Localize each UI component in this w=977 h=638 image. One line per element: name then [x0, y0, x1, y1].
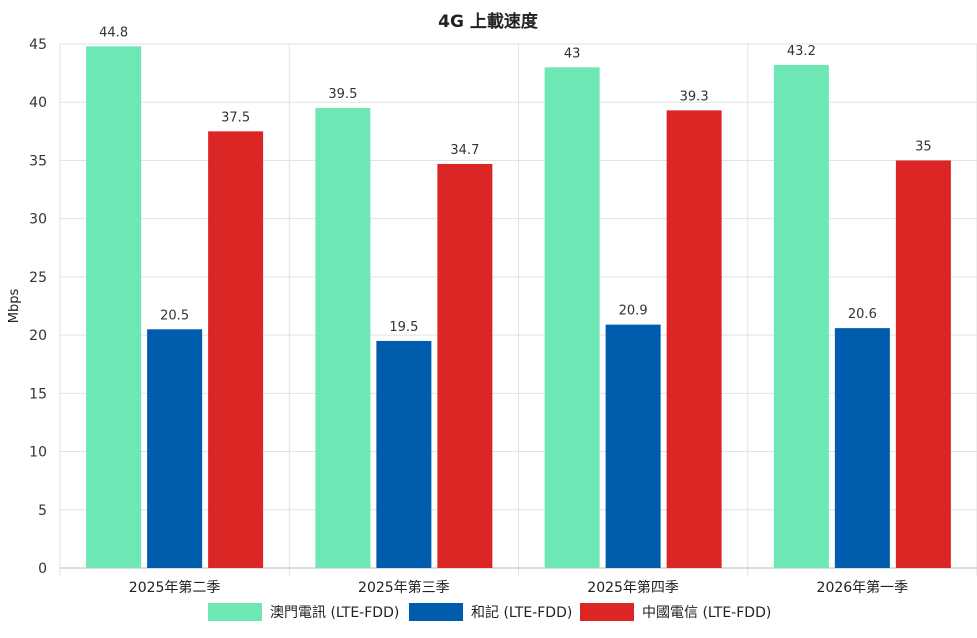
- data-label: 43.2: [787, 44, 816, 59]
- y-tick-label: 20: [29, 328, 47, 344]
- y-tick-label: 15: [29, 386, 47, 402]
- y-axis-ticks: 0 5 10 15 20 25 30 35 40 45: [29, 37, 47, 577]
- bar: [773, 64, 829, 569]
- y-tick-label: 45: [29, 37, 47, 53]
- x-axis-ticks: 2025年第二季 2025年第三季 2025年第四季 2026年第一季: [129, 579, 908, 596]
- y-tick-label: 10: [29, 445, 47, 461]
- data-label: 35: [915, 139, 932, 154]
- y-tick-label: 30: [29, 212, 47, 228]
- bar: [437, 163, 493, 568]
- y-axis-label: Mbps: [7, 289, 22, 324]
- data-label: 20.5: [160, 308, 189, 323]
- y-tick-label: 5: [38, 503, 47, 519]
- legend-swatch: [409, 603, 463, 621]
- data-label: 39.5: [328, 87, 357, 102]
- y-tick-label: 40: [29, 95, 47, 111]
- legend-label: 澳門電訊 (LTE-FDD): [270, 605, 399, 621]
- x-tick-label: 2025年第二季: [129, 579, 221, 596]
- bar: [544, 67, 600, 569]
- bar: [208, 131, 264, 569]
- y-tick-label: 35: [29, 153, 47, 169]
- x-tick-label: 2025年第四季: [587, 579, 679, 596]
- x-tick-label: 2026年第一季: [817, 579, 909, 596]
- legend: 澳門電訊 (LTE-FDD) 和記 (LTE-FDD) 中國電信 (LTE-FDD): [208, 603, 771, 621]
- bar: [376, 340, 432, 568]
- bar: [147, 329, 203, 568]
- data-label: 20.6: [848, 307, 877, 322]
- bar: [605, 324, 661, 568]
- bar: [895, 160, 951, 568]
- data-label: 34.7: [450, 143, 479, 158]
- data-label: 39.3: [680, 89, 709, 104]
- legend-swatch: [580, 603, 634, 621]
- data-label: 20.9: [619, 304, 648, 319]
- data-label: 37.5: [221, 110, 250, 125]
- legend-label: 和記 (LTE-FDD): [471, 604, 572, 621]
- bar: [315, 108, 371, 569]
- data-label: 43: [564, 46, 581, 61]
- data-label: 44.8: [99, 25, 128, 40]
- bars: 44.8 20.5 37.5 39.5 19.5 34.7 43 20.9 39.3 43.2 20…: [86, 25, 951, 569]
- bar: [86, 46, 142, 569]
- bar: [666, 110, 722, 568]
- legend-label: 中國電信 (LTE-FDD): [642, 605, 771, 621]
- y-tick-label: 25: [29, 270, 47, 286]
- chart-title: 4G 上載速度: [438, 11, 539, 32]
- data-label: 19.5: [389, 320, 418, 335]
- x-tick-label: 2025年第三季: [358, 579, 450, 596]
- bar: [834, 328, 890, 568]
- y-tick-label: 0: [38, 561, 47, 577]
- legend-swatch: [208, 603, 262, 621]
